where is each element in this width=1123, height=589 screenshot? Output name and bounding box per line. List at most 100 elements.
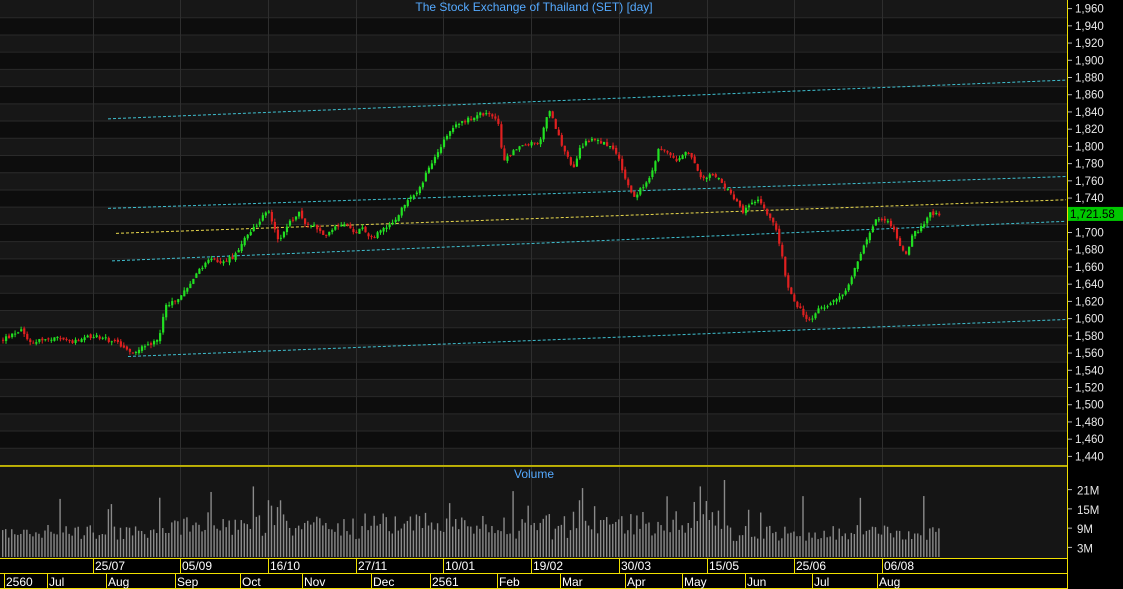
price-axis-label: 1,520 [1075,383,1104,395]
candle-up [853,267,856,277]
volume-bar [382,513,384,557]
candle-down [805,314,808,319]
candle-up [479,112,482,116]
candle-down [660,148,663,150]
volume-bar [823,530,825,557]
volume-bar [678,529,680,557]
price-grid-band [0,241,1067,259]
candle-down [904,251,908,254]
volume-bar [714,525,717,557]
candle-down [560,135,563,146]
candle-up [328,231,331,236]
volume-bar [557,525,560,557]
volume-bar [364,513,366,557]
candle-down [122,345,125,348]
candle-down [23,328,26,335]
volume-bar [5,529,7,557]
volume-bar [149,530,152,557]
date-row-1-label: 15/05 [709,559,739,573]
volume-bar [433,529,436,557]
volume-bar [636,515,638,557]
volume-bar [304,522,306,557]
volume-bar [421,528,424,557]
candle-up [285,226,289,233]
candle-down [346,223,349,225]
volume-bar [732,540,735,557]
volume-bar [639,528,641,557]
price-grid-band [0,34,1067,52]
volume-bar [624,533,626,557]
volume-bar [775,531,777,557]
candle-up [865,239,868,245]
volume-bar [110,504,113,557]
candle-up [53,337,56,341]
volume-bar [261,535,264,557]
candle-up [868,232,871,241]
price-grid-band [0,103,1067,121]
candle-down [802,308,805,316]
volume-bar [708,520,711,557]
candle-down [533,142,536,144]
volume-bar [270,505,273,557]
candle-down [325,234,328,236]
volume-bar [68,533,70,557]
candle-up [297,211,301,217]
price-grid-band [0,258,1067,276]
volume-bar [267,500,270,557]
volume-bar [394,516,396,557]
volume-bar [409,516,412,557]
candle-up [394,219,397,223]
volume-axis: 3M 9M 15M 21M [1068,467,1123,558]
price-axis-label: 1,540 [1075,365,1104,377]
volume-bar [445,518,448,557]
volume-bar [198,524,200,557]
candle-up [343,224,346,227]
candle-up [811,318,814,320]
volume-bar [832,526,834,557]
candle-up [222,261,225,264]
price-axis-label: 1,560 [1075,348,1104,360]
volume-bar [599,520,602,557]
date-row-1-label: 16/10 [270,559,300,573]
price-grid-band [0,344,1067,362]
price-grid-band [0,223,1067,242]
candle-up [198,268,201,274]
price-grid-band [0,310,1067,328]
volume-bar [675,511,677,557]
volume-bar [300,529,303,557]
volume-bar [615,521,617,557]
candle-down [898,238,902,247]
volume-bar [515,538,517,557]
volume-bar [527,505,529,557]
candle-up [835,299,838,302]
volume-bar [243,523,245,557]
volume-bar [895,530,898,557]
volume-bar [92,532,94,557]
candle-up [651,170,654,177]
candle-down [213,258,216,260]
volume-bar [80,538,82,557]
candle-up [433,157,437,164]
candle-down [131,352,135,354]
volume-bar [672,519,674,557]
candle-up [823,307,826,309]
candle-down [497,118,500,124]
candle-up [400,207,403,216]
candle-down [787,275,790,288]
volume-bar [340,535,342,557]
volume-bar [467,526,469,557]
candle-up [406,200,409,207]
candle-up [814,313,817,319]
volume-bar [294,528,297,557]
candle-down [494,116,497,119]
candle-up [134,351,138,353]
date-row-2-label: 2561 [432,575,459,589]
volume-bar [769,525,771,557]
volume-bar [415,514,418,557]
candle-up [234,253,237,260]
volume-bar [642,511,644,557]
candle-up [473,117,476,121]
candle-down [41,338,44,341]
volume-bar [741,535,744,557]
